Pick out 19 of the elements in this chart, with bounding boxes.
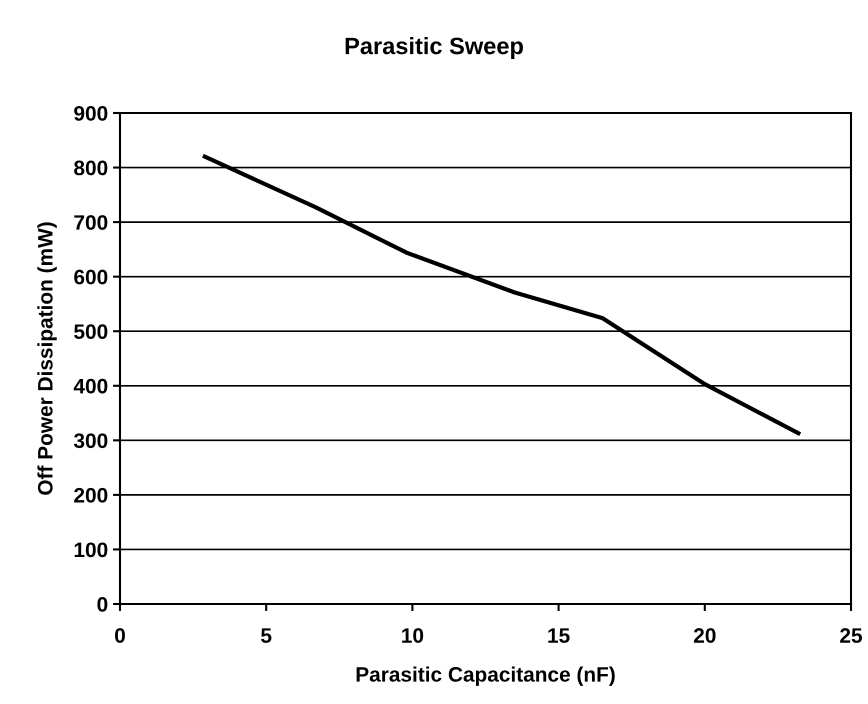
y-tick-label: 800 — [74, 160, 108, 176]
y-tick-label: 300 — [74, 433, 108, 448]
y-tick-label: 200 — [74, 488, 108, 503]
y-tick-label: 400 — [74, 378, 108, 394]
x-tick-label: 5 — [261, 628, 272, 643]
y-tick-label: 900 — [74, 106, 108, 121]
x-tick-label: 20 — [694, 628, 716, 643]
y-tick-label: 100 — [74, 542, 108, 558]
x-tick-label: 25 — [840, 628, 862, 643]
chart-title: Parasitic Sweep — [346, 36, 523, 60]
y-tick-label: 700 — [74, 215, 108, 230]
x-tick-label: 15 — [548, 628, 570, 643]
x-tick-label: 0 — [115, 628, 125, 643]
y-tick-label: 0 — [97, 597, 108, 612]
y-tick-label: 500 — [74, 324, 108, 339]
y-tick-label: 600 — [74, 270, 108, 284]
x-tick-label: 10 — [402, 628, 424, 643]
y-axis-title: Off Power Dissipation (mW) — [37, 222, 57, 495]
x-axis-title: Parasitic Capacitance (nF) — [356, 666, 615, 686]
